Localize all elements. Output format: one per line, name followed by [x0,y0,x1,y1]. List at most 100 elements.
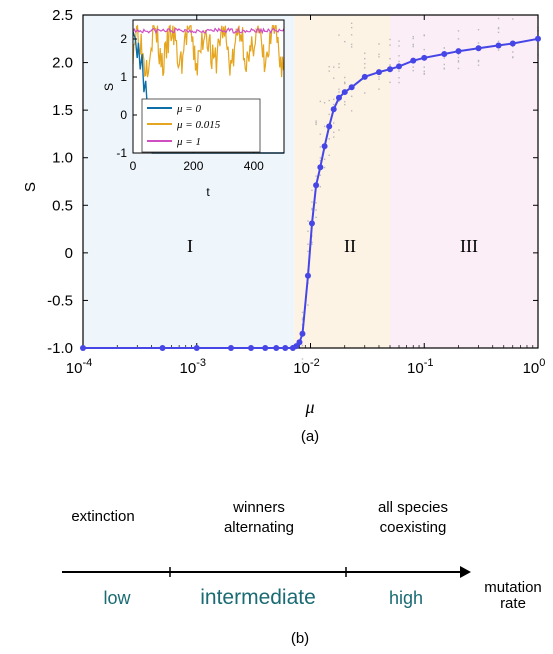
scatter-sample [378,88,380,90]
rate-axis-arrowhead [460,566,471,578]
scatter-sample [333,77,335,79]
scatter-sample [315,121,317,124]
scatter-sample [398,60,400,63]
series-point [475,45,482,52]
series-point [495,42,502,49]
rate-axis-label-line2: rate [500,595,526,612]
scatter-sample [323,158,326,160]
regime-coexist-line1: all species [378,499,448,516]
scatter-sample [389,44,391,46]
scatter-sample [457,56,460,59]
inset-y-label: S [102,83,116,91]
series-point [535,35,541,42]
series-point [361,73,368,80]
series-point [299,330,306,337]
region-label-3: III [460,236,478,256]
scatter-sample [311,208,313,211]
scatter-sample [364,63,366,65]
scatter-sample [301,317,304,319]
series-point [262,345,269,351]
x-axis-ticks: 10-4 10-3 10-2 10-1 100 [66,15,546,377]
scatter-sample [477,64,480,66]
scatter-sample [311,241,313,243]
scatter-sample [344,76,346,79]
rate-intermediate: intermediate [200,586,316,609]
scatter-sample [328,66,330,68]
scatter-sample [338,91,340,93]
y-axis-ticks: -1.0 -0.5 0 0.5 1.0 1.5 2.0 2.5 [47,7,538,357]
region-label-1: I [187,236,193,256]
scatter-sample [307,243,309,245]
series-points [80,35,541,351]
scatter-sample [412,44,414,46]
legend-label-2: μ = 0.015 [176,119,221,131]
scatter-sample [301,358,304,360]
scatter-sample [323,166,326,169]
scatter-sample [378,56,380,58]
series-point [335,94,342,101]
scatter-sample [301,311,304,314]
scatter-sample [315,216,317,219]
series-point [273,345,280,351]
scatter-sample [338,66,340,69]
scatter-sample [389,64,391,67]
scatter-sample [350,43,353,46]
scatter-sample [389,64,391,66]
panel-a-caption: (a) [301,428,319,445]
scatter-sample [497,40,500,43]
scatter-sample [398,77,400,79]
inset-series-mu-0.015 [132,24,284,78]
scatter-sample [311,207,313,210]
scatter-sample [319,100,322,103]
scatter-sample [315,209,317,211]
x-axis-label: μ [304,397,314,417]
scatter-sample [328,154,330,157]
scatter-sample [457,61,460,63]
series-point [193,345,200,351]
scatter-sample [389,38,391,41]
scatter-sample [333,131,335,133]
scatter-sample [512,51,514,53]
legend-label-1: μ = 0 [176,103,201,115]
scatter-sample [301,362,304,364]
regime-coexist-line2: coexisting [380,519,447,536]
y-tick-label: 1.0 [52,150,73,167]
scatter-sample [328,113,330,116]
legend-label-3: μ = 1 [176,136,201,148]
inset-y-tick-label: 1 [120,70,127,84]
scatter-sample [389,58,391,60]
inset-legend: μ = 0 μ = 0.015 μ = 1 [141,98,261,153]
series-point [341,89,348,96]
series-point [421,54,428,61]
rate-low: low [103,588,131,608]
scatter-sample [477,28,480,31]
scatter-sample [423,73,425,75]
inset-y-tick-label: 0 [120,108,127,122]
scatter-sample [338,129,340,131]
series-point [348,84,355,91]
y-tick-label: 2.0 [52,55,73,72]
inset-x-tick-label: 200 [183,159,203,173]
scatter-sample [323,102,326,104]
scatter-sample [333,136,335,138]
series-point [296,339,303,346]
scatter-sample [364,57,366,60]
region-band-3 [390,15,538,348]
regime-winners-line1: winners [232,499,285,516]
y-tick-label: 0.5 [52,197,73,214]
series-point [326,123,333,130]
x-tick-label: 100 [523,357,546,377]
scatter-sample [350,110,353,112]
scatter-sample [319,159,322,162]
scatter-sample [350,22,353,24]
scatter-sample [423,70,425,72]
scatter-sample [338,88,340,90]
inset-frame [132,19,285,154]
scatter-sample [457,38,460,40]
scatter-sample [301,319,304,321]
scatter-sample [457,53,460,56]
regime-winners-line2: alternating [224,519,294,536]
scatter-sample [319,146,322,148]
scatter-sample [307,220,309,222]
